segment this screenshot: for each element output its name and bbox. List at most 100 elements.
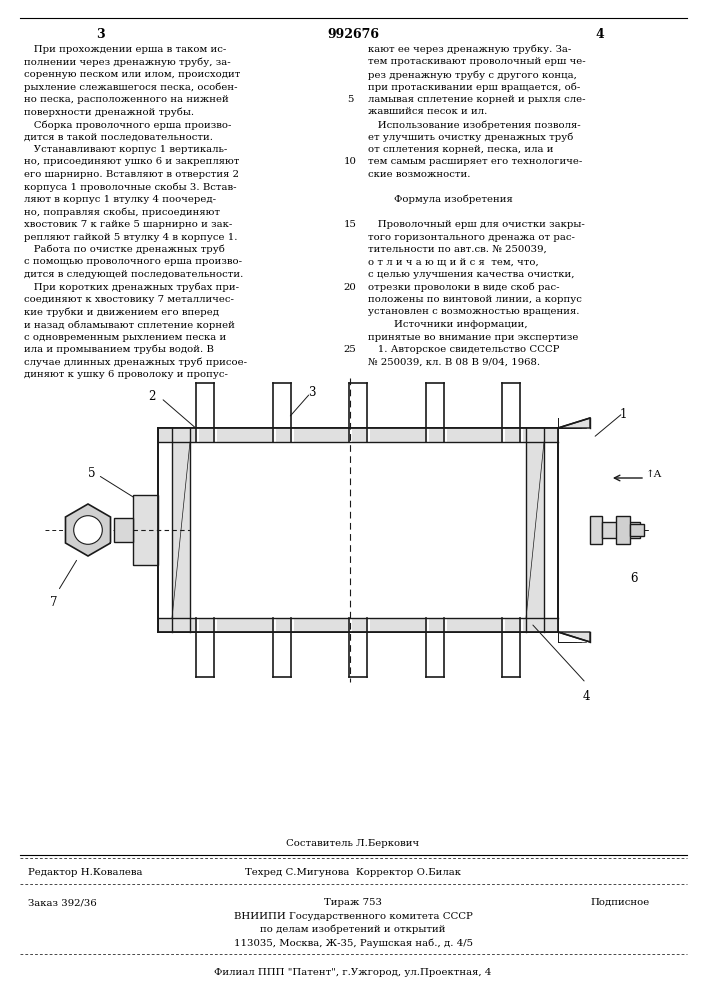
Text: ет улучшить очистку дренажных труб: ет улучшить очистку дренажных труб bbox=[368, 132, 573, 142]
Bar bbox=[366, 618, 370, 632]
Text: Источники информации,: Источники информации, bbox=[368, 320, 527, 329]
Text: Заказ 392/36: Заказ 392/36 bbox=[28, 898, 97, 907]
Text: и назад обламывают сплетение корней: и назад обламывают сплетение корней bbox=[24, 320, 235, 330]
Text: 4: 4 bbox=[583, 690, 590, 703]
Circle shape bbox=[74, 516, 103, 544]
Polygon shape bbox=[66, 504, 110, 556]
Text: 10: 10 bbox=[344, 157, 356, 166]
Bar bbox=[443, 618, 447, 632]
Text: Проволочный ерш для очистки закры-: Проволочный ерш для очистки закры- bbox=[368, 220, 585, 229]
Text: по делам изобретений и открытий: по делам изобретений и открытий bbox=[260, 925, 445, 934]
Bar bbox=[195, 618, 199, 632]
Text: его шарнирно. Вставляют в отверстия 2: его шарнирно. Вставляют в отверстия 2 bbox=[24, 170, 239, 179]
Text: соренную песком или илом, происходит: соренную песком или илом, происходит bbox=[24, 70, 240, 79]
Bar bbox=[190, 442, 526, 618]
Text: рез дренажную трубу с другого конца,: рез дренажную трубу с другого конца, bbox=[368, 70, 577, 80]
Text: Устанавливают корпус 1 вертикаль-: Устанавливают корпус 1 вертикаль- bbox=[24, 145, 227, 154]
Text: 5: 5 bbox=[88, 467, 95, 480]
Bar bbox=[526, 442, 544, 618]
Text: Редактор Н.Ковалева: Редактор Н.Ковалева bbox=[28, 868, 143, 877]
Polygon shape bbox=[558, 418, 590, 428]
Text: кие трубки и движением его вперед: кие трубки и движением его вперед bbox=[24, 308, 219, 317]
Text: Формула изобретения: Формула изобретения bbox=[368, 195, 513, 205]
Text: 4: 4 bbox=[595, 28, 604, 41]
Bar bbox=[616, 516, 630, 544]
Bar bbox=[501, 428, 505, 442]
Text: но, присоединяют ушко 6 и закрепляют: но, присоединяют ушко 6 и закрепляют bbox=[24, 157, 240, 166]
Text: 5: 5 bbox=[347, 95, 354, 104]
Text: 1. Авторское свидетельство СССР: 1. Авторское свидетельство СССР bbox=[368, 345, 559, 354]
Bar bbox=[133, 495, 158, 565]
Text: но, поправляя скобы, присоединяют: но, поправляя скобы, присоединяют bbox=[24, 208, 220, 217]
Text: Филиал ППП "Патент", г.Ужгород, ул.Проектная, 4: Филиал ППП "Патент", г.Ужгород, ул.Проек… bbox=[214, 968, 491, 977]
Bar bbox=[213, 428, 217, 442]
Text: положены по винтовой линии, а корпус: положены по винтовой линии, а корпус bbox=[368, 295, 582, 304]
Text: диняют к ушку 6 проволоку и пропус-: диняют к ушку 6 проволоку и пропус- bbox=[24, 370, 228, 379]
Text: 3: 3 bbox=[308, 386, 316, 399]
Bar bbox=[519, 618, 523, 632]
Bar bbox=[289, 428, 293, 442]
Text: тем самым расширяет его технологиче-: тем самым расширяет его технологиче- bbox=[368, 157, 583, 166]
Text: жавшийся песок и ил.: жавшийся песок и ил. bbox=[368, 107, 487, 116]
Bar bbox=[424, 428, 428, 442]
Bar bbox=[443, 428, 447, 442]
Bar bbox=[630, 524, 644, 536]
Text: того горизонтального дренажа от рас-: того горизонтального дренажа от рас- bbox=[368, 232, 575, 241]
Bar bbox=[424, 618, 428, 632]
Text: № 250039, кл. В 08 В 9/04, 1968.: № 250039, кл. В 08 В 9/04, 1968. bbox=[368, 358, 540, 366]
Bar bbox=[158, 428, 558, 632]
Text: Использование изобретения позволя-: Использование изобретения позволя- bbox=[368, 120, 580, 129]
Text: 2: 2 bbox=[148, 390, 156, 403]
Bar bbox=[114, 518, 133, 542]
Bar bbox=[213, 618, 217, 632]
Text: Сборка проволочного ерша произво-: Сборка проволочного ерша произво- bbox=[24, 120, 231, 129]
Bar bbox=[158, 428, 558, 442]
Text: Работа по очистке дренажных труб: Работа по очистке дренажных труб bbox=[24, 245, 225, 254]
Text: Подписное: Подписное bbox=[591, 898, 650, 907]
Text: 7: 7 bbox=[50, 596, 57, 609]
Text: Тираж 753: Тираж 753 bbox=[324, 898, 382, 907]
Bar bbox=[158, 618, 558, 632]
Text: ↑A: ↑A bbox=[646, 470, 662, 479]
Text: тем протаскивают проволочный ерш че-: тем протаскивают проволочный ерш че- bbox=[368, 57, 585, 66]
Text: Составитель Л.Беркович: Составитель Л.Беркович bbox=[286, 839, 419, 848]
Text: Техред С.Мигунова  Корректор О.Билак: Техред С.Мигунова Корректор О.Билак bbox=[245, 868, 461, 877]
Text: ские возможности.: ские возможности. bbox=[368, 170, 470, 179]
Text: репляют гайкой 5 втулку 4 в корпусе 1.: репляют гайкой 5 втулку 4 в корпусе 1. bbox=[24, 232, 238, 241]
Text: 1: 1 bbox=[620, 408, 627, 421]
Text: соединяют к хвостовику 7 металличес-: соединяют к хвостовику 7 металличес- bbox=[24, 295, 234, 304]
Text: дится в такой последовательности.: дится в такой последовательности. bbox=[24, 132, 213, 141]
Text: при протаскивании ерш вращается, об-: при протаскивании ерш вращается, об- bbox=[368, 83, 580, 92]
Text: рыхление слежавшегося песка, особен-: рыхление слежавшегося песка, особен- bbox=[24, 83, 238, 92]
Bar bbox=[271, 618, 276, 632]
Bar bbox=[602, 522, 640, 538]
Text: При коротких дренажных трубах при-: При коротких дренажных трубах при- bbox=[24, 282, 239, 292]
Text: от сплетения корней, песка, ила и: от сплетения корней, песка, ила и bbox=[368, 145, 554, 154]
Text: 992676: 992676 bbox=[327, 28, 379, 41]
Bar bbox=[519, 428, 523, 442]
Text: 25: 25 bbox=[344, 345, 356, 354]
Text: 3: 3 bbox=[95, 28, 105, 41]
Bar bbox=[366, 428, 370, 442]
Bar bbox=[172, 442, 190, 618]
Text: с одновременным рыхлением песка и: с одновременным рыхлением песка и bbox=[24, 332, 226, 342]
Bar bbox=[348, 428, 352, 442]
Text: поверхности дренажной трубы.: поверхности дренажной трубы. bbox=[24, 107, 194, 117]
Bar bbox=[289, 618, 293, 632]
Text: ВНИИПИ Государственного комитета СССР: ВНИИПИ Государственного комитета СССР bbox=[233, 912, 472, 921]
Text: отрезки проволоки в виде скоб рас-: отрезки проволоки в виде скоб рас- bbox=[368, 282, 559, 292]
Text: хвостовик 7 к гайке 5 шарнирно и зак-: хвостовик 7 к гайке 5 шарнирно и зак- bbox=[24, 220, 233, 229]
Text: При прохождении ерша в таком ис-: При прохождении ерша в таком ис- bbox=[24, 45, 226, 54]
Text: но песка, расположенного на нижней: но песка, расположенного на нижней bbox=[24, 95, 229, 104]
Text: корпуса 1 проволочные скобы 3. Встав-: корпуса 1 проволочные скобы 3. Встав- bbox=[24, 182, 237, 192]
Text: тительности по авт.св. № 250039,: тительности по авт.св. № 250039, bbox=[368, 245, 547, 254]
Text: дится в следующей последовательности.: дится в следующей последовательности. bbox=[24, 270, 243, 279]
Polygon shape bbox=[558, 632, 590, 642]
Bar bbox=[590, 516, 602, 544]
Bar bbox=[195, 428, 199, 442]
Text: с помощью проволочного ерша произво-: с помощью проволочного ерша произво- bbox=[24, 257, 242, 266]
Bar bbox=[348, 618, 352, 632]
Text: 113035, Москва, Ж-35, Раушская наб., д. 4/5: 113035, Москва, Ж-35, Раушская наб., д. … bbox=[233, 938, 472, 948]
Text: ляют в корпус 1 втулку 4 поочеред-: ляют в корпус 1 втулку 4 поочеред- bbox=[24, 195, 216, 204]
Text: 20: 20 bbox=[344, 282, 356, 292]
